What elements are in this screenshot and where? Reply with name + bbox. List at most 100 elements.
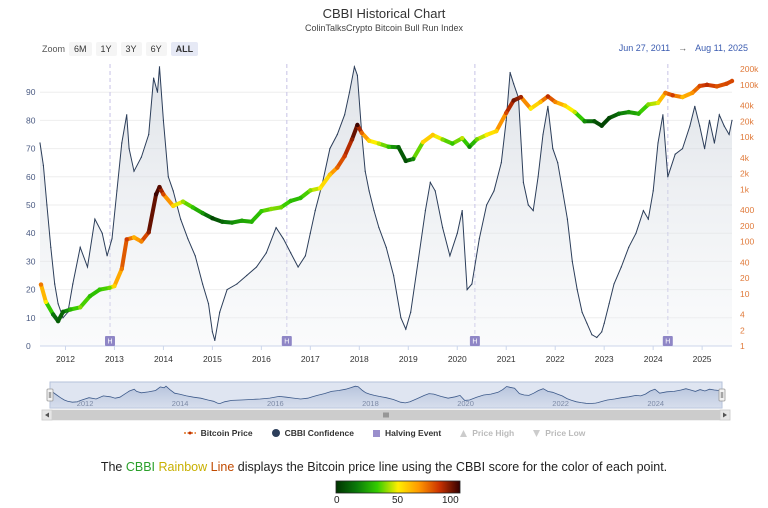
cbbi-point-38 [246, 274, 248, 277]
cbbi-point-32 [207, 303, 210, 305]
cbbi-point-119 [713, 142, 716, 144]
price-point-82 [729, 78, 735, 84]
cbbi-point-84 [527, 204, 529, 206]
cbbi-point-37 [236, 283, 238, 285]
cbbi-point-93 [571, 260, 573, 262]
legend-price-low[interactable]: Price Low [532, 428, 585, 438]
price-point-44 [396, 145, 401, 150]
cbbi-point-31 [202, 283, 204, 285]
right-tick-label-6: 100 [740, 237, 754, 247]
cbbi-point-34 [214, 339, 216, 341]
navigator-tick-label-6: 2024 [647, 399, 664, 408]
halving-marker-0[interactable]: H [105, 336, 115, 346]
price-point-23 [210, 216, 215, 221]
page-title: CBBI Historical Chart [322, 6, 446, 21]
price-point-30 [278, 205, 284, 210]
cbbi-point-8 [72, 283, 74, 285]
cbbi-point-85 [532, 210, 534, 212]
navigator-area [50, 386, 722, 408]
range-navigator[interactable]: 2012 2014 2016 2018 2020 2022 2024 [41, 381, 731, 421]
zoom-3y-button[interactable]: 3Y [120, 42, 142, 56]
navigator-handle-left[interactable] [46, 388, 54, 402]
x-axis: 2012 2013 2014 2015 2016 2017 2018 2019 2020 2021… [40, 345, 732, 364]
price-point-8 [97, 287, 102, 292]
price-point-9 [107, 285, 112, 290]
cbbi-point-46 [309, 232, 311, 234]
cbbi-point-30 [194, 255, 196, 257]
price-segment-56 [504, 98, 516, 115]
halving-marker-2[interactable]: H [469, 336, 480, 346]
cbbi-point-33 [211, 331, 213, 333]
halving-marker-box-2 [469, 336, 480, 346]
price-point-49 [440, 137, 445, 142]
cbbi-point-95 [581, 311, 583, 313]
navigator-scrollbar[interactable] [41, 409, 731, 421]
zoom-controls: Zoom 6M 1Y 3Y 6Y ALL [42, 42, 199, 56]
price-segment-58 [518, 95, 533, 111]
legend-cbbi-confidence[interactable]: CBBI Confidence [271, 428, 354, 438]
cbbi-point-44 [297, 266, 299, 268]
price-segment-0 [39, 282, 48, 304]
cbbi-point-88 [547, 105, 549, 107]
price-point-26 [239, 218, 244, 223]
triangle-up-icon [460, 429, 468, 437]
cbbi-point-52 [348, 91, 351, 93]
legend-halving-event-label: Halving Event [384, 428, 442, 438]
zoom-6y-button[interactable]: 6Y [145, 42, 167, 56]
halving-marker-3[interactable]: H [662, 336, 673, 346]
right-tick-label-1: 2 [740, 325, 745, 335]
cbbi-point-103 [620, 266, 622, 268]
price-point-53 [474, 137, 479, 142]
price-point-38 [349, 137, 355, 142]
zoom-1y-button[interactable]: 1Y [95, 42, 117, 56]
cbbi-confidence-line [39, 64, 733, 341]
cbbi-point-22 [153, 77, 155, 79]
cbbi-point-87 [542, 133, 544, 136]
price-segment-18 [161, 192, 176, 208]
legend-price-high[interactable]: Price High [459, 428, 514, 438]
legend-halving-event[interactable]: Halving Event [372, 428, 441, 438]
price-point-48 [430, 132, 435, 138]
cbbi-point-110 [662, 114, 664, 116]
cbbi-point-73 [466, 289, 468, 291]
range-to-input[interactable]: Aug 11, 2025 [695, 43, 748, 53]
price-segment-71 [636, 102, 651, 116]
price-segment-15 [146, 192, 159, 235]
navigator-handle-right[interactable] [718, 388, 726, 402]
price-point-71 [636, 111, 641, 116]
caption-prefix: The [100, 460, 126, 474]
cbbi-point-58 [373, 210, 375, 212]
cbbi-point-112 [674, 153, 676, 155]
left-tick-label-2: 20 [26, 285, 36, 295]
price-segment-46 [411, 140, 425, 161]
range-from-input[interactable]: Jun 27, 2011 [618, 43, 671, 53]
halving-marker-1[interactable]: H [281, 336, 292, 346]
cbbi-point-47 [314, 210, 316, 212]
x-tick-label-5: 2017 [301, 354, 320, 364]
price-point-27 [249, 219, 254, 224]
price-point-63 [562, 103, 568, 108]
left-tick-label-5: 50 [26, 200, 36, 210]
legend-bitcoin-price[interactable]: Bitcoin Price [183, 428, 253, 438]
caption-line: Line [210, 460, 235, 474]
zoom-6m-button[interactable]: 6M [69, 42, 92, 56]
price-point-18 [161, 192, 166, 197]
price-point-54 [484, 132, 489, 138]
x-tick-label-10: 2022 [546, 354, 565, 364]
cbbi-point-71 [456, 232, 458, 234]
cbbi-chart[interactable]: 0 10 20 30 40 50 60 70 80 90 1 2 4 10 20 40 100 200 400 1k… [0, 0, 768, 425]
price-point-35 [327, 172, 333, 177]
cbbi-point-9 [79, 246, 81, 248]
right-tick-label-15: 100k [740, 80, 759, 90]
price-point-22 [200, 210, 205, 216]
zoom-all-button[interactable]: ALL [170, 42, 199, 56]
rainbow-line-icon [183, 431, 196, 435]
x-tick-label-3: 2015 [203, 354, 222, 364]
cbbi-point-123 [731, 119, 733, 121]
cbbi-point-24 [158, 66, 161, 68]
price-point-39 [355, 122, 360, 128]
price-point-28 [259, 209, 264, 214]
colorbar-gradient [335, 480, 461, 494]
square-icon [372, 429, 380, 437]
